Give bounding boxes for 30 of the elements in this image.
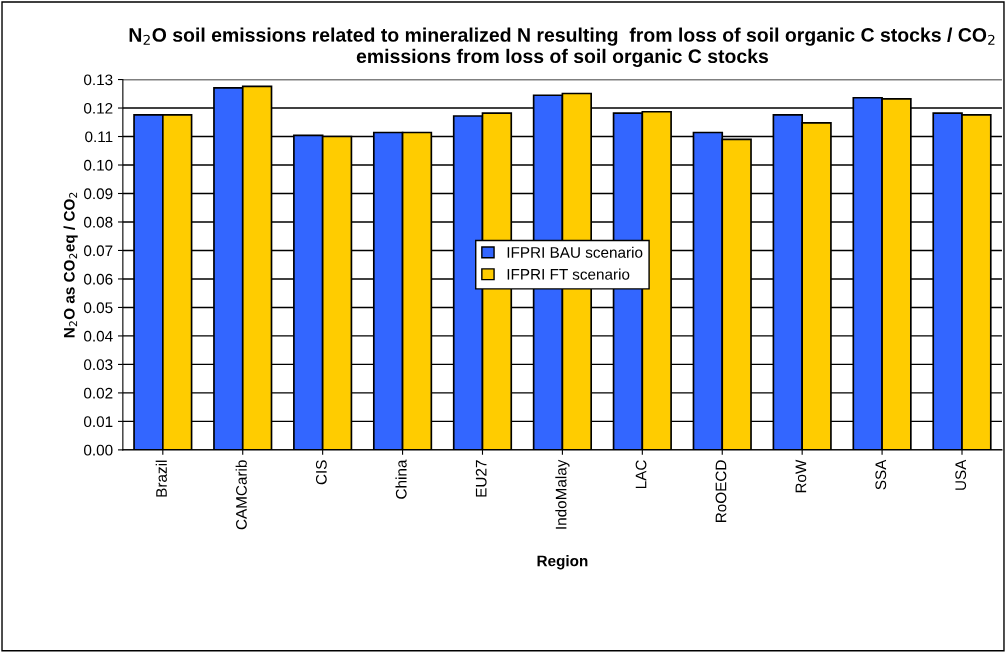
x-tick-label: CIS bbox=[315, 460, 327, 485]
y-tick-label: 0.07 bbox=[84, 245, 113, 257]
y-tick-label: 0.01 bbox=[84, 416, 113, 428]
x-tick-label: SSA bbox=[875, 459, 887, 490]
x-tick-label: RoW bbox=[795, 459, 807, 493]
y-tick-label: 0.06 bbox=[84, 273, 113, 285]
x-axis-title: Region bbox=[537, 555, 588, 570]
y-tick-label: 0.10 bbox=[84, 159, 113, 171]
x-tick-label: IndoMalay bbox=[555, 459, 570, 529]
y-tick-label: 0.09 bbox=[84, 188, 113, 200]
x-tick-label: RoOECD bbox=[715, 460, 727, 523]
legend-label: IFPRI BAU scenario bbox=[507, 246, 643, 258]
y-tick-label: 0.03 bbox=[84, 359, 113, 371]
y-tick-label: 0.05 bbox=[84, 302, 113, 314]
y-tick-label: 0.08 bbox=[84, 216, 113, 228]
y-tick-label: 0.00 bbox=[84, 444, 113, 456]
x-tick-label: Brazil bbox=[155, 460, 167, 497]
y-axis-title: N$_{2}$O as CO$_{2}$eq / CO$_{2}$ bbox=[63, 192, 78, 338]
y-tick-label: 0.11 bbox=[85, 131, 113, 143]
x-tick-label: CAMCarib bbox=[235, 460, 247, 530]
y-tick-label: 0.02 bbox=[84, 387, 113, 399]
legend-label: IFPRI FT scenario bbox=[507, 268, 630, 280]
y-tick-label: 0.13 bbox=[84, 74, 113, 86]
x-tick-label: USA bbox=[955, 459, 967, 490]
y-tick-label: 0.04 bbox=[84, 330, 113, 342]
x-tick-label: EU27 bbox=[475, 460, 487, 497]
x-tick-label: LAC bbox=[635, 460, 647, 489]
x-tick-label: China bbox=[395, 459, 407, 499]
y-tick-label: 0.12 bbox=[84, 102, 113, 114]
chart-title: N$_{2}$O soil emissions related to mineralized N resulting from loss of soil organic C stocks / CO$_{2}$ emissions from loss of soil organic C stocks bbox=[129, 27, 995, 68]
